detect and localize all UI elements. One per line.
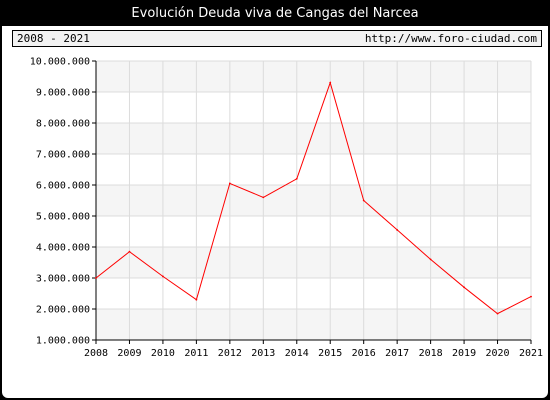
data-point: [195, 298, 198, 301]
x-tick-label: 2011: [184, 348, 208, 359]
data-point: [95, 277, 97, 279]
y-tick-label: 3.000.000: [36, 274, 90, 285]
data-point: [162, 275, 164, 278]
grid-band: [96, 185, 531, 216]
data-point: [396, 229, 399, 231]
y-tick-label: 4.000.000: [36, 243, 90, 254]
data-point: [463, 286, 465, 289]
x-tick-label: 2019: [452, 348, 476, 359]
grid-band: [96, 309, 531, 340]
x-tick-label: 2013: [251, 348, 275, 359]
y-tick-label: 10.000.000: [30, 57, 90, 68]
data-point: [496, 312, 499, 315]
x-tick-label: 2018: [419, 348, 443, 359]
data-point: [530, 295, 532, 298]
x-tick-label: 2016: [352, 348, 376, 359]
data-point: [329, 81, 332, 84]
data-point: [262, 196, 265, 199]
source-url: http://www.foro-ciudad.com: [364, 32, 537, 45]
period-label: 2008 - 2021: [17, 32, 90, 45]
y-tick-label: 5.000.000: [36, 212, 90, 223]
y-tick-label: 2.000.000: [36, 305, 90, 316]
data-point: [128, 250, 131, 253]
data-point: [362, 199, 365, 202]
chart-title: Evolución Deuda viva de Cangas del Narce…: [131, 6, 419, 21]
x-tick-label: 2015: [318, 348, 342, 359]
x-tick-label: 2010: [151, 348, 175, 359]
y-tick-label: 6.000.000: [36, 181, 90, 192]
grid-band: [96, 61, 531, 92]
grid-band: [96, 123, 531, 154]
data-point: [429, 258, 432, 261]
y-tick-label: 8.000.000: [36, 119, 90, 130]
series-line: [95, 81, 532, 315]
data-point: [295, 177, 298, 180]
info-bar: 2008 - 2021 http://www.foro-ciudad.com: [12, 30, 542, 47]
y-tick-label: 1.000.000: [36, 336, 90, 347]
x-tick-label: 2021: [519, 348, 543, 359]
data-point: [228, 182, 231, 185]
y-tick-label: 7.000.000: [36, 150, 90, 161]
x-tick-label: 2020: [485, 348, 509, 359]
x-tick-label: 2009: [117, 348, 141, 359]
x-tick-label: 2008: [84, 348, 108, 359]
x-tick-label: 2012: [218, 348, 242, 359]
y-tick-label: 9.000.000: [36, 88, 90, 99]
grid-band: [96, 247, 531, 278]
x-tick-label: 2017: [385, 348, 409, 359]
x-tick-label: 2014: [285, 348, 309, 359]
